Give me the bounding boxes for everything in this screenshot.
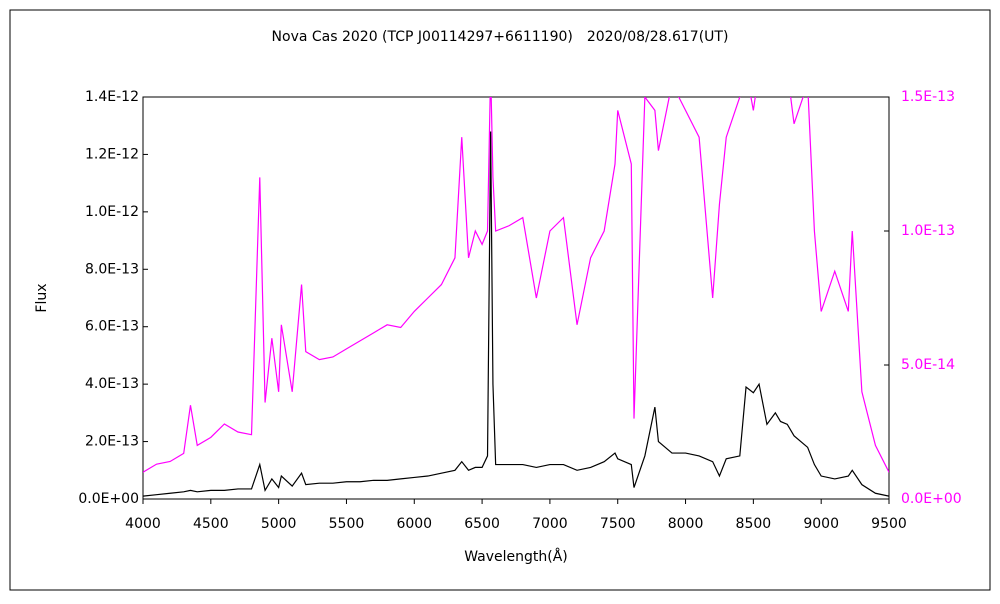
x-tick-label: 4000: [125, 516, 161, 532]
chart-title: Nova Cas 2020 (TCP J00114297+6611190) 20…: [272, 29, 729, 45]
y-tick-label: 0.0E+00: [78, 491, 139, 507]
y-tick-label: 2.0E-13: [85, 434, 139, 450]
x-tick-label: 8000: [668, 516, 704, 532]
y-tick-label: 4.0E-13: [85, 376, 139, 392]
x-tick-label: 5000: [261, 516, 297, 532]
plot-frame: [142, 96, 890, 500]
y-axis-label: Flux: [34, 283, 50, 312]
y-tick-label: 1.0E-12: [85, 204, 139, 220]
y2-tick-label: 5.0E-14: [901, 357, 955, 373]
x-axis-label: Wavelength(Å): [464, 548, 568, 565]
x-tick-label: 4500: [193, 516, 229, 532]
spectrum-line: [143, 131, 889, 497]
x-tick-label: 6500: [464, 516, 500, 532]
x-tick-label: 8500: [736, 516, 772, 532]
y2-tick-label: 1.0E-13: [901, 223, 955, 239]
y-tick-label: 6.0E-13: [85, 319, 139, 335]
x-tick-label: 5500: [329, 516, 365, 532]
y2-tick-label: 1.5E-13: [901, 89, 955, 105]
y-tick-label: 1.4E-12: [85, 89, 139, 105]
spectrum-line: [143, 97, 889, 473]
y-tick-label: 8.0E-13: [85, 261, 139, 277]
x-tick-label: 7000: [532, 516, 568, 532]
x-tick-label: 6000: [396, 516, 432, 532]
y2-tick-label: 0.0E+00: [901, 491, 962, 507]
x-tick-label: 9500: [871, 516, 907, 532]
x-tick-label: 9000: [803, 516, 839, 532]
x-tick-label: 7500: [600, 516, 636, 532]
y-tick-label: 1.2E-12: [85, 146, 139, 162]
